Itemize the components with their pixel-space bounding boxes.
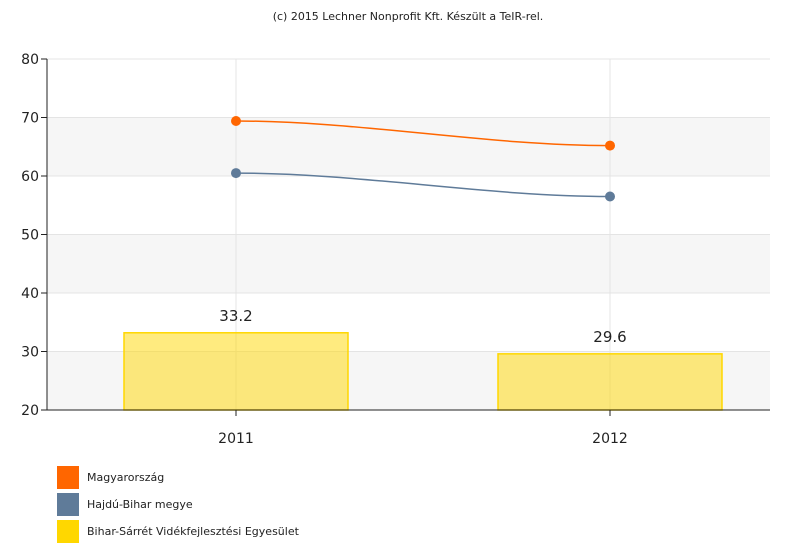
y-tick-label: 40 [21,286,39,302]
y-tick-label: 60 [21,169,39,185]
series-line-1 [235,172,611,198]
legend-label: Hajdú-Bihar megye [87,498,193,511]
legend: Magyarország Hajdú-Bihar megye Bihar-Sárré… [57,466,299,547]
series-point-1 [605,191,615,202]
bar-data-label: 29.6 [593,328,626,346]
axes [41,58,770,416]
y-tick-label: 20 [21,403,39,419]
tick-labels: 20 30 40 50 60 70 80 2011 2012 [21,52,628,447]
plot-band [47,117,770,176]
x-tick-label: 2012 [592,431,628,447]
line-series [231,116,615,202]
series-point-0 [605,140,615,151]
legend-label: Bihar-Sárrét Vidékfejlesztési Egyesület [87,525,299,538]
series-point-1 [231,168,241,179]
chart: (c) 2015 Lechner Nonprofit Kft. Készült … [21,10,770,447]
legend-label: Magyarország [87,471,165,484]
legend-item[interactable]: Hajdú-Bihar megye [57,493,299,516]
x-tick-label: 2011 [218,431,254,447]
y-tick-label: 50 [21,228,39,244]
y-tick-label: 80 [21,52,39,68]
plot-band [47,234,770,293]
series-line-0 [235,120,611,147]
credit-text: (c) 2015 Lechner Nonprofit Kft. Készült … [273,10,544,23]
y-tick-label: 30 [21,345,39,361]
legend-item[interactable]: Bihar-Sárrét Vidékfejlesztési Egyesület [57,520,299,543]
legend-item[interactable]: Magyarország [57,466,299,489]
bar-data-label: 33.2 [219,307,252,325]
bar-series: 33.2 29.6 [123,307,723,411]
legend-swatch [57,466,79,489]
bar [123,332,349,411]
y-tick-label: 70 [21,111,39,127]
legend-swatch [57,520,79,543]
series-point-0 [231,116,241,127]
bar [497,353,723,411]
legend-swatch [57,493,79,516]
